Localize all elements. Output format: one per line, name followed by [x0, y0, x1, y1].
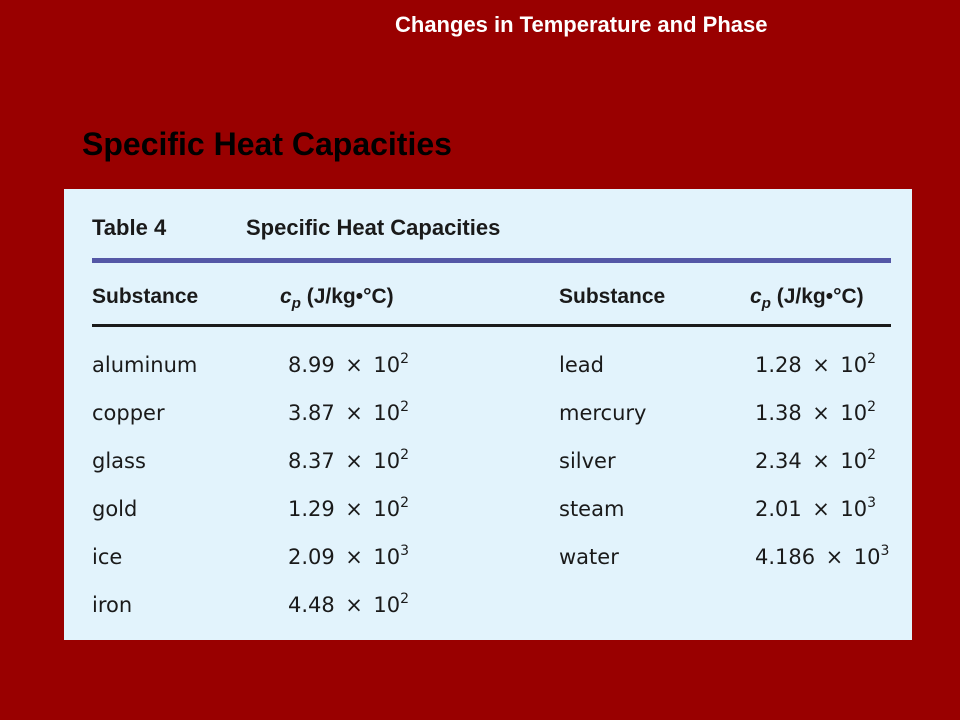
specific-heat-value: 4.186 × 103	[755, 533, 889, 584]
table-row: aluminum 8.99 × 102 lead 1.28 × 102	[64, 341, 912, 389]
times-symbol: ×	[345, 353, 363, 377]
specific-heat-value: 2.09 × 103	[288, 533, 409, 584]
table-caption: Table 4 Specific Heat Capacities	[64, 213, 912, 243]
mantissa: 2.34	[755, 449, 802, 473]
mantissa: 8.99	[288, 353, 335, 377]
exponent: 2	[867, 351, 877, 367]
slide-header: Changes in Temperature and Phase	[395, 12, 768, 37]
table-title: Specific Heat Capacities	[246, 215, 501, 240]
table-row: iron 4.48 × 102	[64, 581, 912, 629]
substance-name: gold	[92, 497, 138, 521]
substance-name: mercury	[559, 401, 647, 425]
specific-heat-value: 4.48 × 102	[288, 581, 409, 632]
substance-name: copper	[92, 401, 165, 425]
table-row: glass 8.37 × 102 silver 2.34 × 102	[64, 437, 912, 485]
substance-name: aluminum	[92, 353, 198, 377]
cp-subscript: p	[291, 295, 301, 312]
exponent: 2	[400, 591, 410, 607]
base: 10	[840, 449, 868, 473]
specific-heat-value: 2.01 × 103	[755, 485, 876, 536]
base: 10	[840, 401, 868, 425]
cp-units: (J/kg•°C)	[776, 285, 864, 308]
specific-heat-value: 8.37 × 102	[288, 437, 409, 488]
mantissa: 1.38	[755, 401, 802, 425]
mantissa: 2.09	[288, 545, 335, 569]
times-symbol: ×	[345, 497, 363, 521]
specific-heat-value: 3.87 × 102	[288, 389, 409, 440]
base: 10	[373, 449, 401, 473]
mantissa: 1.28	[755, 353, 802, 377]
mantissa: 2.01	[755, 497, 802, 521]
times-symbol: ×	[812, 449, 830, 473]
times-symbol: ×	[345, 545, 363, 569]
cp-subscript: p	[761, 295, 771, 312]
exponent: 2	[400, 399, 410, 415]
base: 10	[373, 593, 401, 617]
substance-name: glass	[92, 449, 146, 473]
substance-name: ice	[92, 545, 123, 569]
base: 10	[373, 401, 401, 425]
times-symbol: ×	[345, 401, 363, 425]
exponent: 2	[400, 495, 410, 511]
column-header-cp-right: cp (J/kg•°C)	[750, 282, 864, 314]
cp-symbol: c	[750, 285, 762, 308]
substance-name: steam	[559, 497, 625, 521]
times-symbol: ×	[812, 401, 830, 425]
times-symbol: ×	[812, 353, 830, 377]
exponent: 3	[867, 495, 877, 511]
table-top-rule	[92, 258, 891, 263]
times-symbol: ×	[345, 593, 363, 617]
specific-heat-value: 2.34 × 102	[755, 437, 876, 488]
base: 10	[373, 353, 401, 377]
cp-symbol: c	[280, 285, 292, 308]
specific-heat-table: Table 4 Specific Heat Capacities Substan…	[64, 189, 912, 640]
table-number: Table 4	[92, 215, 167, 240]
column-header-cp-left: cp (J/kg•°C)	[280, 282, 394, 314]
specific-heat-value: 1.29 × 102	[288, 485, 409, 536]
cp-units: (J/kg•°C)	[306, 285, 394, 308]
exponent: 3	[880, 543, 890, 559]
table-row: copper 3.87 × 102 mercury 1.38 × 102	[64, 389, 912, 437]
column-header-substance-left: Substance	[92, 285, 199, 308]
base: 10	[840, 353, 868, 377]
mantissa: 4.48	[288, 593, 335, 617]
specific-heat-value: 1.28 × 102	[755, 341, 876, 392]
specific-heat-value: 8.99 × 102	[288, 341, 409, 392]
base: 10	[840, 497, 868, 521]
exponent: 2	[867, 399, 877, 415]
times-symbol: ×	[812, 497, 830, 521]
specific-heat-value: 1.38 × 102	[755, 389, 876, 440]
exponent: 2	[400, 351, 410, 367]
table-header-rule	[92, 324, 891, 327]
base: 10	[373, 497, 401, 521]
mantissa: 8.37	[288, 449, 335, 473]
exponent: 2	[867, 447, 877, 463]
mantissa: 4.186	[755, 545, 816, 569]
base: 10	[373, 545, 401, 569]
mantissa: 1.29	[288, 497, 335, 521]
table-row: ice 2.09 × 103 water 4.186 × 103	[64, 533, 912, 581]
table-row: gold 1.29 × 102 steam 2.01 × 103	[64, 485, 912, 533]
substance-name: iron	[92, 593, 133, 617]
times-symbol: ×	[345, 449, 363, 473]
column-header-substance-right: Substance	[559, 285, 666, 308]
substance-name: silver	[559, 449, 616, 473]
base: 10	[853, 545, 881, 569]
exponent: 2	[400, 447, 410, 463]
mantissa: 3.87	[288, 401, 335, 425]
times-symbol: ×	[825, 545, 844, 569]
exponent: 3	[400, 543, 410, 559]
substance-name: lead	[559, 353, 604, 377]
slide-title: Specific Heat Capacities	[82, 126, 452, 162]
substance-name: water	[559, 545, 619, 569]
